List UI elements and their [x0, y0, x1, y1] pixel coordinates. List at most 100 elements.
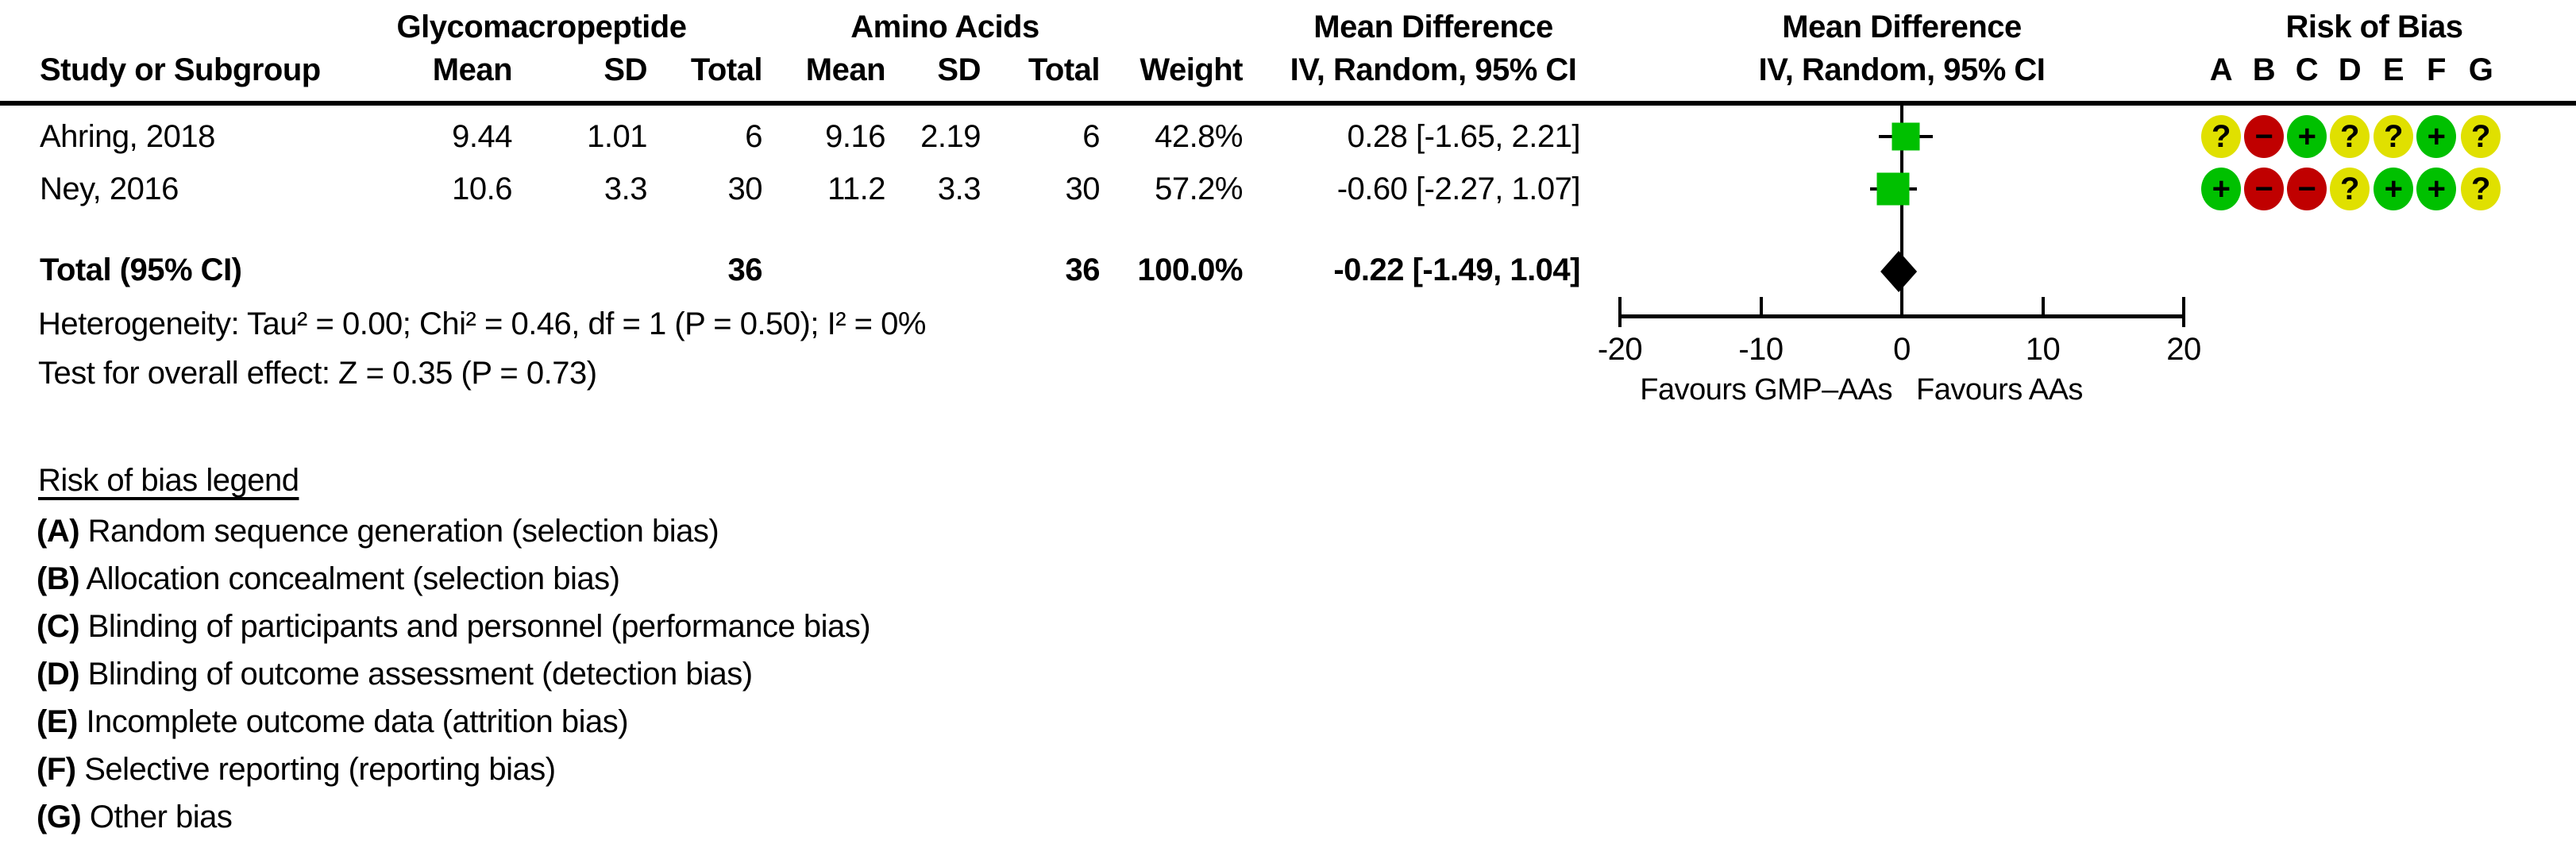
study-cell: 3.3 — [604, 171, 648, 206]
rob-legend-text: Other bias — [81, 800, 233, 834]
rob-letter-E: E — [2382, 52, 2404, 87]
ci-plot-column-header: IV, Random, 95% CI — [1758, 52, 2046, 87]
mean-difference-text-header: Mean Difference — [1313, 10, 1553, 44]
rob-dot-unclear: ? — [2461, 168, 2501, 210]
rob-legend-text: Selective reporting (reporting bias) — [75, 752, 556, 787]
study-cell: 9.44 — [452, 119, 512, 154]
rob-legend-text: Blinding of participants and personnel (… — [79, 609, 871, 644]
rob-letter-A: A — [2209, 52, 2233, 87]
mean-difference-plot-header: Mean Difference — [1782, 10, 2022, 44]
group2-header: Amino Acids — [850, 10, 1039, 44]
rob-dot-high: − — [2244, 168, 2284, 210]
rob-dot-low: + — [2201, 168, 2241, 210]
column-header-total: Total — [1028, 52, 1101, 87]
rob-legend-text: Allocation concealment (selection bias) — [79, 561, 620, 596]
column-header-sd: SD — [937, 52, 981, 87]
x-axis-tick-label: 10 — [2025, 332, 2061, 367]
rob-dot-low: + — [2287, 115, 2327, 158]
column-header-total: Total — [690, 52, 763, 87]
favours-left-label: Favours GMP–AAs — [1640, 373, 1892, 407]
rob-legend-key: (D) — [37, 657, 80, 692]
study-cell: 1.01 — [587, 119, 647, 154]
rob-legend-text: Incomplete outcome data (attrition bias) — [77, 704, 629, 739]
study-cell: 42.8% — [1155, 119, 1243, 154]
rob-dot-low: + — [2374, 168, 2413, 210]
x-axis-tick — [2182, 297, 2185, 327]
zero-line — [1900, 106, 1903, 318]
effect-square — [1876, 172, 1910, 206]
rob-letter-G: G — [2468, 52, 2493, 87]
study-cell: 2.19 — [920, 119, 981, 154]
study-cell: 11.2 — [827, 171, 885, 206]
rob-dot-high: − — [2287, 168, 2327, 210]
column-header-weight: Weight — [1140, 52, 1243, 87]
x-axis-tick-label: 0 — [1893, 332, 1911, 367]
rob-legend-key: (B) — [37, 561, 80, 596]
study-cell: 30 — [1065, 171, 1101, 206]
overall-effect-line: Test for overall effect: Z = 0.35 (P = 0… — [38, 356, 597, 391]
study-cell: 30 — [727, 171, 763, 206]
column-header-sd: SD — [604, 52, 647, 87]
rob-legend-text: Random sequence generation (selection bi… — [79, 514, 719, 549]
rob-legend-key: (C) — [37, 609, 80, 644]
study-ci-text: 0.28 [-1.65, 2.21] — [1347, 119, 1581, 154]
effect-square — [1892, 122, 1920, 151]
study-cell: 6 — [1082, 119, 1100, 154]
rob-legend-item: (C) Blinding of participants and personn… — [37, 607, 871, 646]
total-weight: 100.0% — [1137, 252, 1243, 287]
rob-dot-low: + — [2416, 168, 2456, 210]
x-axis-tick — [1900, 297, 1903, 314]
study-cell: 6 — [745, 119, 762, 154]
x-axis-tick-label: 20 — [2166, 332, 2201, 367]
study-cell: 57.2% — [1155, 171, 1243, 206]
header-rule — [0, 101, 2576, 106]
rob-legend-key: (E) — [37, 704, 78, 739]
study-name: Ney, 2016 — [40, 171, 179, 206]
rob-dot-unclear: ? — [2374, 115, 2413, 158]
rob-legend-text: Blinding of outcome assessment (detectio… — [79, 657, 753, 692]
ci-column-header: IV, Random, 95% CI — [1290, 52, 1577, 87]
rob-letter-C: C — [2295, 52, 2319, 87]
total-diamond — [1880, 251, 1918, 292]
x-axis-tick-label: -20 — [1597, 332, 1643, 367]
rob-legend-item: (D) Blinding of outcome assessment (dete… — [37, 655, 753, 693]
column-header-mean: Mean — [432, 52, 513, 87]
study-column-header: Study or Subgroup — [40, 52, 321, 87]
rob-dot-unclear: ? — [2330, 168, 2370, 210]
favours-right-label: Favours AAs — [1916, 373, 2083, 407]
rob-legend-key: (G) — [37, 800, 82, 834]
study-cell: 10.6 — [452, 171, 512, 206]
rob-legend-key: (A) — [37, 514, 80, 549]
x-axis-tick — [2041, 297, 2045, 314]
rob-legend-item: (A) Random sequence generation (selectio… — [37, 512, 719, 550]
rob-legend-key: (F) — [37, 752, 76, 787]
rob-dot-unclear: ? — [2201, 115, 2241, 158]
rob-dot-unclear: ? — [2461, 115, 2501, 158]
x-axis-line — [1618, 314, 2185, 318]
rob-letter-F: F — [2427, 52, 2446, 87]
rob-legend-item: (E) Incomplete outcome data (attrition b… — [37, 703, 629, 741]
rob-letter-B: B — [2252, 52, 2276, 87]
total-group2-n: 36 — [1065, 252, 1101, 287]
rob-legend-item: (G) Other bias — [37, 798, 233, 836]
study-cell: 9.16 — [825, 119, 885, 154]
rob-legend-item: (F) Selective reporting (reporting bias) — [37, 750, 556, 788]
rob-legend-title: Risk of bias legend — [38, 463, 299, 498]
study-cell: 3.3 — [937, 171, 981, 206]
x-axis-tick — [1618, 297, 1622, 327]
rob-dot-high: − — [2244, 115, 2284, 158]
rob-legend-item: (B) Allocation concealment (selection bi… — [37, 560, 620, 598]
heterogeneity-line: Heterogeneity: Tau² = 0.00; Chi² = 0.46,… — [38, 306, 926, 341]
total-group1-n: 36 — [727, 252, 763, 287]
total-row-label: Total (95% CI) — [40, 252, 242, 287]
study-ci-text: -0.60 [-2.27, 1.07] — [1336, 171, 1581, 206]
x-axis-tick-label: -10 — [1738, 332, 1784, 367]
group1-header: Glycomacropeptide — [396, 10, 687, 44]
column-header-mean: Mean — [805, 52, 886, 87]
risk-of-bias-header: Risk of Bias — [2285, 10, 2463, 44]
rob-dot-unclear: ? — [2330, 115, 2370, 158]
x-axis-tick — [1759, 297, 1763, 314]
rob-letter-D: D — [2338, 52, 2362, 87]
rob-dot-low: + — [2416, 115, 2456, 158]
